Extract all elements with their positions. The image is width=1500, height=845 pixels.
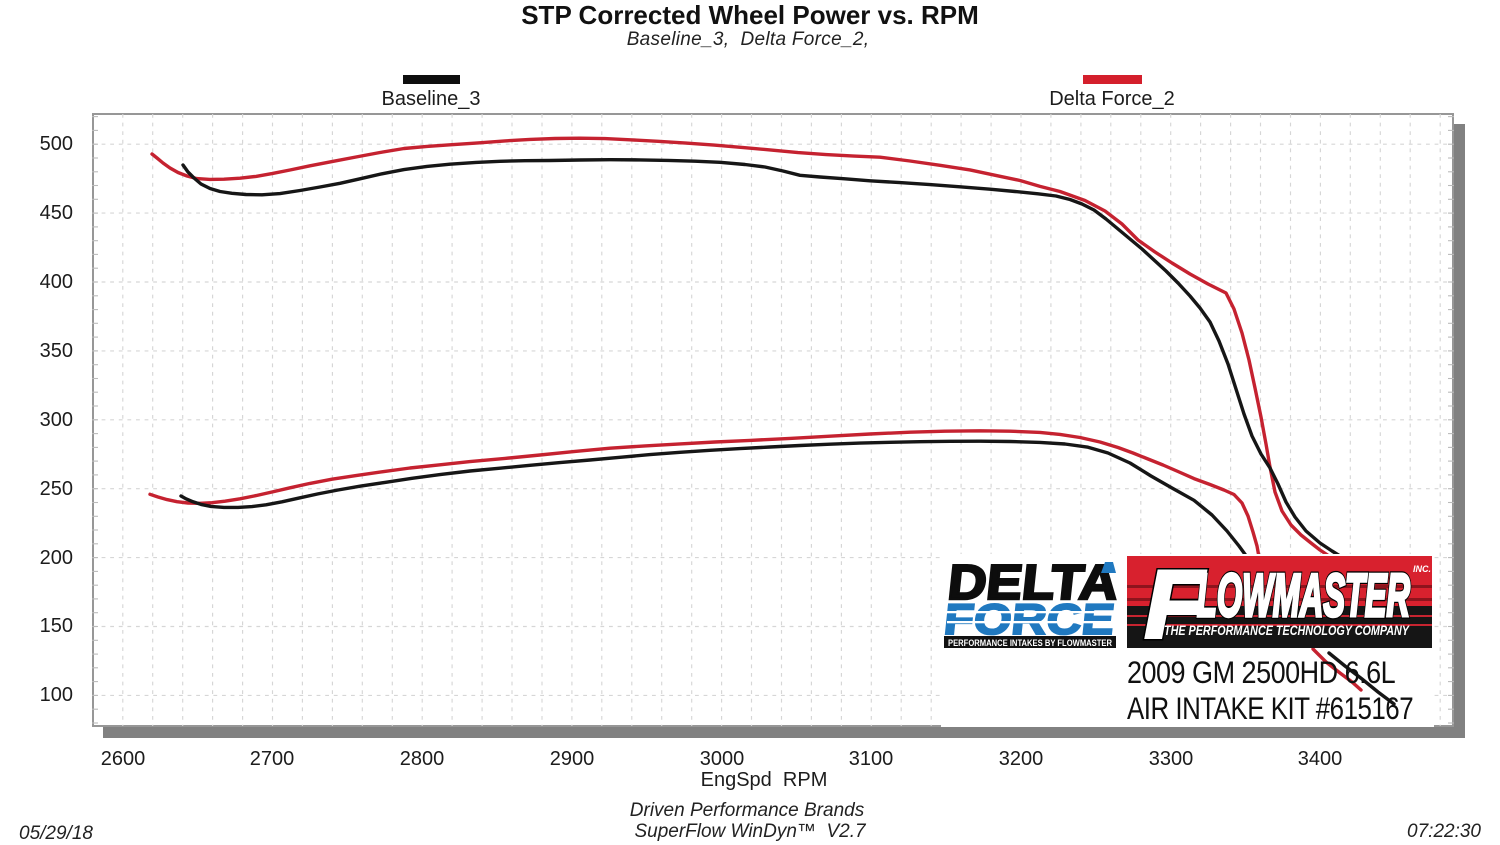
svg-text:THE PERFORMANCE TECHNOLOGY COM: THE PERFORMANCE TECHNOLOGY COMPANY xyxy=(1164,623,1411,638)
svg-text:F: F xyxy=(1145,556,1206,648)
svg-text:LOWMASTER: LOWMASTER xyxy=(1197,562,1410,629)
svg-text:DELTA: DELTA xyxy=(945,556,1121,610)
svg-text:LOWMASTER: LOWMASTER xyxy=(1197,562,1410,629)
svg-text:FORCE: FORCE xyxy=(942,596,1117,644)
svg-text:PERFORMANCE INTAKES BY FLOWMAS: PERFORMANCE INTAKES BY FLOWMASTER xyxy=(948,638,1112,648)
svg-text:F: F xyxy=(1145,556,1206,648)
svg-text:INC.: INC. xyxy=(1413,564,1431,574)
